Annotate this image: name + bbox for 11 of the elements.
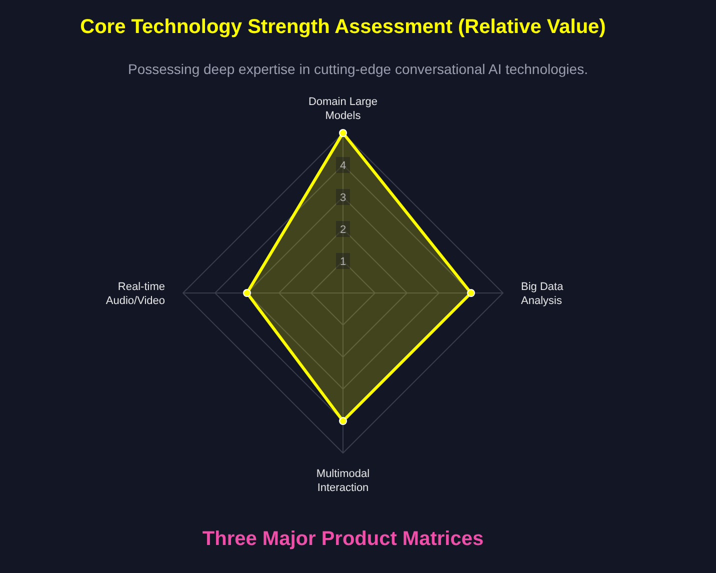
chart-title: Core Technology Strength Assessment (Relative Value): [79, 16, 607, 39]
y-tick-label: 3: [340, 192, 346, 204]
y-tick-label: 4: [340, 160, 346, 172]
spoke-label: Multimodal Interaction: [316, 468, 370, 494]
y-tick-label: 2: [340, 224, 346, 236]
spoke-label: Domain Large Models: [308, 96, 378, 122]
chart-subtitle: Possessing deep expertise in cutting-edge conversational AI technologies.: [127, 61, 589, 77]
text: Three Major Product Matrices: [201, 528, 485, 551]
spoke-label: Big Data Analysis: [521, 281, 564, 307]
y-tick-label: 1: [340, 256, 346, 268]
spoke-label: Real-time Audio/Video: [106, 281, 165, 307]
